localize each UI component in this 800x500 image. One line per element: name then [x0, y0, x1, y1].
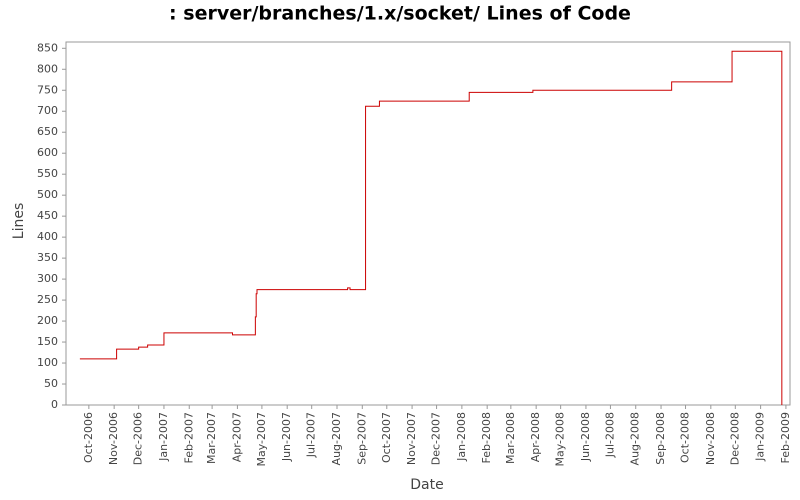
y-tick-label: 250 [37, 293, 58, 306]
y-tick-label: 450 [37, 209, 58, 222]
x-tick-label: Mar-2007 [205, 412, 218, 464]
x-tick-label: Sep-2007 [355, 412, 368, 465]
x-tick-label: Nov-2007 [405, 412, 418, 465]
y-tick-label: 600 [37, 146, 58, 159]
x-tick-label: Apr-2008 [529, 412, 542, 462]
x-tick-label: Jan-2009 [754, 412, 767, 462]
x-tick-label: Jan-2008 [455, 412, 468, 462]
y-tick-label: 100 [37, 356, 58, 369]
y-tick-label: 550 [37, 167, 58, 180]
x-tick-label: Dec-2008 [728, 412, 741, 465]
x-tick-label: Aug-2007 [330, 412, 343, 465]
x-tick-label: Dec-2007 [430, 412, 443, 465]
x-tick-label: Mar-2008 [504, 412, 517, 464]
x-tick-label: Aug-2008 [629, 412, 642, 465]
data-line [79, 50, 783, 405]
x-tick-label: Jan-2007 [157, 412, 170, 462]
y-tick-label: 700 [37, 104, 58, 117]
x-tick-label: Oct-2008 [679, 412, 692, 463]
x-tick-label: Sep-2008 [654, 412, 667, 465]
y-axis-label: Lines [11, 203, 27, 239]
y-tick-label: 500 [37, 188, 58, 201]
x-tick-label: Dec-2006 [132, 412, 145, 465]
x-tick-label: Feb-2009 [779, 412, 792, 463]
x-tick-label: Apr-2007 [230, 412, 243, 462]
y-tick-label: 0 [51, 398, 58, 411]
y-tick-label: 800 [37, 62, 58, 75]
y-tick-label: 200 [37, 314, 58, 327]
x-axis-label: Date [410, 477, 443, 493]
x-tick-label: Jul-2007 [305, 412, 318, 458]
x-tick-label: Jul-2008 [603, 412, 616, 458]
x-tick-label: Feb-2008 [480, 412, 493, 463]
x-tick-label: Nov-2006 [107, 412, 120, 465]
y-tick-label: 350 [37, 251, 58, 264]
x-tick-label: May-2008 [554, 412, 567, 467]
y-tick-label: 650 [37, 125, 58, 138]
chart-title: : server/branches/1.x/socket/ Lines of C… [169, 3, 631, 25]
x-tick-label: Oct-2007 [380, 412, 393, 463]
x-tick-label: May-2007 [255, 412, 268, 467]
y-tick-label: 300 [37, 272, 58, 285]
y-tick-label: 50 [44, 377, 58, 390]
plot-border [65, 41, 791, 406]
x-tick-label: Oct-2006 [82, 412, 95, 463]
x-tick-label: Feb-2007 [182, 412, 195, 463]
x-tick-label: Nov-2008 [704, 412, 717, 465]
y-tick-label: 150 [37, 335, 58, 348]
y-tick-label: 400 [37, 230, 58, 243]
y-tick-label: 750 [37, 83, 58, 96]
x-tick-label: Jun-2007 [280, 412, 293, 462]
y-tick-label: 850 [37, 41, 58, 54]
x-tick-label: Jun-2008 [579, 412, 592, 462]
